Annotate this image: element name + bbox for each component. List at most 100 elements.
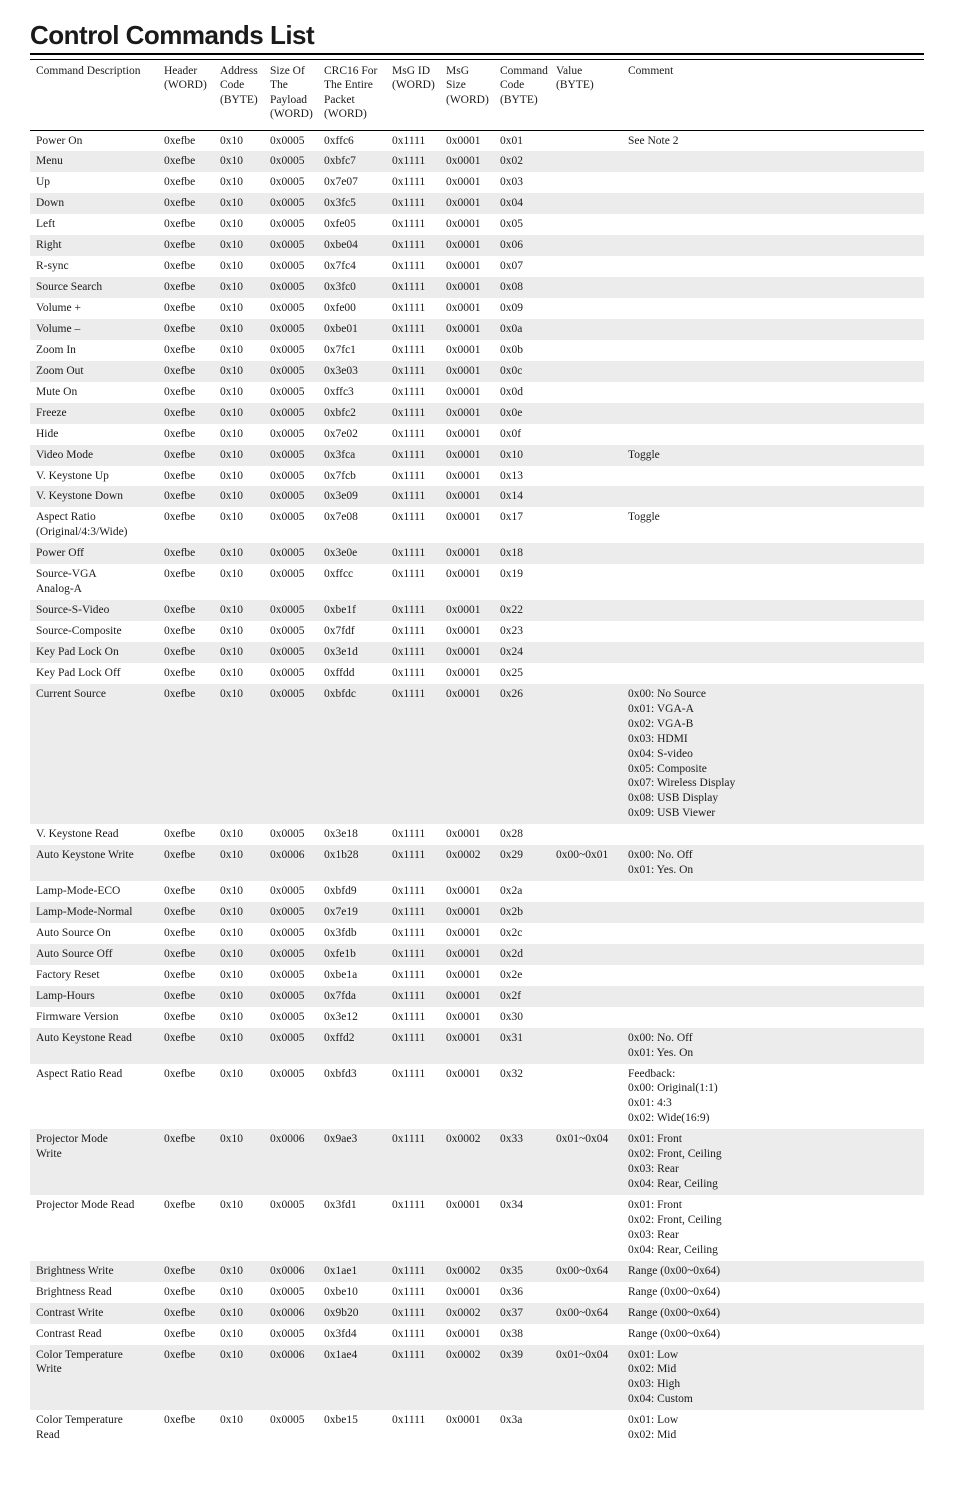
cell-header: 0xefbe (158, 1345, 214, 1411)
cell-header: 0xefbe (158, 1007, 214, 1028)
cell-header: 0xefbe (158, 1261, 214, 1282)
cell-size: 0x0005 (264, 944, 318, 965)
cell-value (550, 298, 622, 319)
cell-crc: 0x3fca (318, 445, 386, 466)
cell-size: 0x0005 (264, 235, 318, 256)
cell-msgsz: 0x0002 (440, 1129, 494, 1195)
cell-addr: 0x10 (214, 1282, 264, 1303)
cell-msgid: 0x1111 (386, 663, 440, 684)
cell-value (550, 642, 622, 663)
cell-size: 0x0005 (264, 564, 318, 600)
cell-code: 0x14 (494, 486, 550, 507)
cell-msgid: 0x1111 (386, 486, 440, 507)
cell-desc: Auto Source Off (30, 944, 158, 965)
cell-addr: 0x10 (214, 319, 264, 340)
cell-msgid: 0x1111 (386, 1282, 440, 1303)
cell-msgsz: 0x0001 (440, 621, 494, 642)
cell-desc: Brightness Read (30, 1282, 158, 1303)
cell-header: 0xefbe (158, 193, 214, 214)
cell-header: 0xefbe (158, 172, 214, 193)
cell-size: 0x0006 (264, 1261, 318, 1282)
cell-crc: 0x1b28 (318, 845, 386, 881)
cell-msgid: 0x1111 (386, 361, 440, 382)
cell-addr: 0x10 (214, 298, 264, 319)
cell-msgsz: 0x0001 (440, 382, 494, 403)
cell-addr: 0x10 (214, 621, 264, 642)
table-row: V. Keystone Up0xefbe0x100x00050x7fcb0x11… (30, 466, 924, 487)
cell-msgid: 0x1111 (386, 130, 440, 151)
cell-desc: Power On (30, 130, 158, 151)
cell-value (550, 965, 622, 986)
cell-msgsz: 0x0001 (440, 564, 494, 600)
cell-desc: Color Temperature Read (30, 1410, 158, 1446)
table-row: Contrast Write0xefbe0x100x00060x9b200x11… (30, 1303, 924, 1324)
cell-code: 0x31 (494, 1028, 550, 1064)
cell-size: 0x0005 (264, 319, 318, 340)
cell-size: 0x0005 (264, 543, 318, 564)
cell-header: 0xefbe (158, 361, 214, 382)
cell-value (550, 543, 622, 564)
table-row: Zoom In0xefbe0x100x00050x7fc10x11110x000… (30, 340, 924, 361)
cell-desc: Right (30, 235, 158, 256)
page-title: Control Commands List (30, 20, 924, 51)
cell-msgsz: 0x0001 (440, 1028, 494, 1064)
cell-code: 0x18 (494, 543, 550, 564)
cell-addr: 0x10 (214, 1028, 264, 1064)
table-row: Zoom Out0xefbe0x100x00050x3e030x11110x00… (30, 361, 924, 382)
cell-size: 0x0005 (264, 298, 318, 319)
cell-msgid: 0x1111 (386, 340, 440, 361)
cell-size: 0x0006 (264, 1129, 318, 1195)
cell-desc: Projector Mode Write (30, 1129, 158, 1195)
cell-value (550, 1410, 622, 1446)
cell-header: 0xefbe (158, 256, 214, 277)
cell-crc: 0x7e08 (318, 507, 386, 543)
cell-msgid: 0x1111 (386, 881, 440, 902)
cell-crc: 0x3e18 (318, 824, 386, 845)
cell-comment (622, 172, 924, 193)
cell-code: 0x35 (494, 1261, 550, 1282)
cell-addr: 0x10 (214, 1261, 264, 1282)
cell-msgsz: 0x0001 (440, 1007, 494, 1028)
cell-code: 0x22 (494, 600, 550, 621)
cell-comment (622, 642, 924, 663)
cell-desc: Source-S-Video (30, 600, 158, 621)
cell-crc: 0xbfc7 (318, 151, 386, 172)
table-row: Mute On0xefbe0x100x00050xffc30x11110x000… (30, 382, 924, 403)
cell-msgid: 0x1111 (386, 507, 440, 543)
table-row: R-sync0xefbe0x100x00050x7fc40x11110x0001… (30, 256, 924, 277)
cell-crc: 0x9ae3 (318, 1129, 386, 1195)
cell-code: 0x2a (494, 881, 550, 902)
cell-crc: 0x3fd1 (318, 1195, 386, 1261)
cell-msgsz: 0x0001 (440, 965, 494, 986)
cell-crc: 0x3fdb (318, 923, 386, 944)
cell-desc: Volume + (30, 298, 158, 319)
cell-value (550, 486, 622, 507)
cell-header: 0xefbe (158, 1064, 214, 1130)
cell-value (550, 944, 622, 965)
cell-desc: R-sync (30, 256, 158, 277)
cell-desc: Brightness Write (30, 1261, 158, 1282)
table-row: Auto Keystone Write0xefbe0x100x00060x1b2… (30, 845, 924, 881)
cell-code: 0x19 (494, 564, 550, 600)
cell-addr: 0x10 (214, 1064, 264, 1130)
cell-header: 0xefbe (158, 130, 214, 151)
cell-desc: Lamp-Hours (30, 986, 158, 1007)
cell-comment (622, 340, 924, 361)
column-header: MsG Size (WORD) (440, 60, 494, 131)
table-row: Color Temperature Read0xefbe0x100x00050x… (30, 1410, 924, 1446)
cell-msgsz: 0x0001 (440, 543, 494, 564)
cell-comment (622, 824, 924, 845)
cell-comment (622, 564, 924, 600)
cell-msgsz: 0x0002 (440, 1303, 494, 1324)
cell-header: 0xefbe (158, 600, 214, 621)
cell-comment (622, 621, 924, 642)
cell-comment: Feedback: 0x00: Original(1:1) 0x01: 4:3 … (622, 1064, 924, 1130)
cell-crc: 0xbe01 (318, 319, 386, 340)
cell-addr: 0x10 (214, 923, 264, 944)
cell-msgid: 0x1111 (386, 543, 440, 564)
cell-crc: 0x3e12 (318, 1007, 386, 1028)
cell-size: 0x0005 (264, 1282, 318, 1303)
table-row: Color Temperature Write0xefbe0x100x00060… (30, 1345, 924, 1411)
cell-code: 0x32 (494, 1064, 550, 1130)
cell-value (550, 466, 622, 487)
